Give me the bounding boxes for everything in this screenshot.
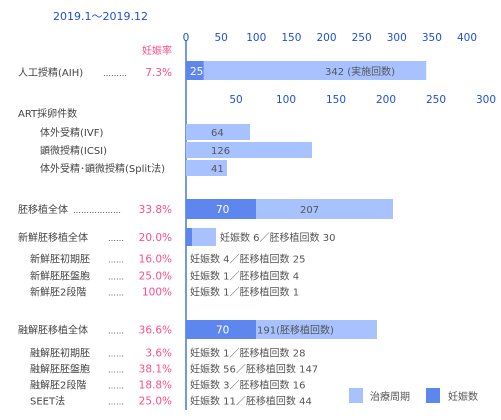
transfer-note: 妊娠数 1／胚移植回数 1 <box>190 286 299 299</box>
aih-tick-label: 400 <box>457 32 477 44</box>
aih-pregnancy-label: 25 <box>190 66 203 78</box>
row-leader: …… <box>108 327 124 336</box>
art-treatment-label: 41 <box>211 164 224 175</box>
row-leader: …… <box>108 366 124 375</box>
row-label: 顕微授精(ICSI) <box>40 144 107 157</box>
transfer-treatment-label: 207 <box>300 205 319 216</box>
art-treatment-bar <box>186 160 227 176</box>
row-leader: …… <box>108 398 124 407</box>
row-rate: 18.8% <box>139 380 172 392</box>
transfer-note: 妊娠数 1／胚移植回数 4 <box>190 270 299 283</box>
row-leader: …… <box>108 234 124 243</box>
row-label: 胚移植全体 <box>18 203 68 216</box>
art-treatment-bar <box>186 142 312 158</box>
row-label: 人工授精(AIH) <box>18 66 83 79</box>
row-rate: 16.0% <box>139 254 172 266</box>
aih-treatment-label: 342 (実施回数) <box>325 65 395 78</box>
aih-tick-label: 0 <box>183 32 190 44</box>
art-section-title: ART採卵件数 <box>18 107 77 120</box>
transfer-treatment-bar <box>186 228 216 246</box>
art-treatment-label: 126 <box>211 146 230 157</box>
row-leader: …… <box>108 350 124 359</box>
aih-tick-label: 100 <box>246 32 266 44</box>
legend-pregnancy-label: 妊娠数 <box>448 390 478 403</box>
row-rate: 33.8% <box>139 204 172 216</box>
transfer-pregnancy-bar <box>186 228 192 246</box>
row-leader: ……………… <box>73 206 121 215</box>
aih-tick-label: 150 <box>281 32 301 44</box>
row-label: 融解胚初期胚 <box>30 347 90 360</box>
row-label: 融解胚胚盤胞 <box>30 363 90 376</box>
art-treatment-bar <box>186 124 250 140</box>
pregnancy-rate-header: 妊娠率 <box>142 44 172 57</box>
row-label: 融解胚2段階 <box>30 379 86 392</box>
transfer-treatment-label: 191(胚移植回数) <box>257 324 334 337</box>
row-rate: 3.6% <box>145 348 172 360</box>
transfer-note: 妊娠数 4／胚移植回数 25 <box>190 253 305 266</box>
art-tick-label: 200 <box>376 94 396 106</box>
row-leader: ……… <box>103 69 127 78</box>
aih-tick-label: 250 <box>352 32 372 44</box>
transfer-note: 妊娠数 1／胚移植回数 28 <box>190 347 305 360</box>
row-rate: 25.0% <box>139 396 172 408</box>
row-leader: …… <box>108 256 124 265</box>
legend-treatment-swatch <box>349 388 363 403</box>
transfer-pregnancy-bar <box>186 199 256 219</box>
row-rate: 25.0% <box>139 271 172 283</box>
legend-treatment-label: 治療周期 <box>370 390 410 403</box>
row-label: 新鮮胚移植全体 <box>18 231 88 244</box>
art-tick-label: 250 <box>426 94 446 106</box>
row-leader: …… <box>108 273 124 282</box>
row-label: 新鮮胚初期胚 <box>30 253 90 266</box>
transfer-pregnancy-label: 70 <box>216 204 229 216</box>
transfer-pregnancy-label: 70 <box>216 325 229 337</box>
legend-pregnancy-swatch <box>426 388 440 403</box>
aih-tick-label: 300 <box>387 32 407 44</box>
art-tick-label: 100 <box>276 94 296 106</box>
transfer-pregnancy-bar <box>186 320 256 339</box>
row-label: SEET法 <box>30 395 65 408</box>
period-label: 2019.1～2019.12 <box>53 10 148 23</box>
row-rate: 100% <box>142 287 172 299</box>
art-tick-label: 50 <box>229 94 242 106</box>
plot-area: 0 50 100 150 200 250 300 350 400 50 100 150 200 250 30… <box>18 32 496 410</box>
aih-pregnancy-bar <box>186 61 204 80</box>
transfer-note: 妊娠数 56／胚移植回数 147 <box>190 363 318 376</box>
row-label: 新鮮胚2段階 <box>30 286 86 299</box>
aih-tick-label: 50 <box>214 32 227 44</box>
transfer-note: 妊娠数 3／胚移植回数 16 <box>190 379 305 392</box>
row-rate: 36.6% <box>139 325 172 337</box>
row-leader: …… <box>108 382 124 391</box>
row-leader: …… <box>108 289 124 298</box>
art-tick-label: 300 <box>476 94 496 106</box>
row-rate: 20.0% <box>139 232 172 244</box>
row-rate: 38.1% <box>139 364 172 376</box>
art-tick-label: 150 <box>326 94 346 106</box>
aih-treatment-bar <box>186 61 427 80</box>
row-label: 体外受精･顕微授精(Split法) <box>40 162 165 175</box>
aih-tick-label: 350 <box>422 32 442 44</box>
row-label: 新鮮胚胚盤胞 <box>30 270 90 283</box>
row-rate: 7.3% <box>145 67 172 79</box>
row-label: 融解胚移植全体 <box>18 324 88 337</box>
aih-tick-label: 200 <box>316 32 336 44</box>
transfer-note: 妊娠数 6／胚移植回数 30 <box>220 231 335 244</box>
transfer-note: 妊娠数 11／胚移植回数 44 <box>190 395 312 408</box>
row-label: 体外受精(IVF) <box>40 126 103 139</box>
art-treatment-label: 64 <box>211 128 224 139</box>
